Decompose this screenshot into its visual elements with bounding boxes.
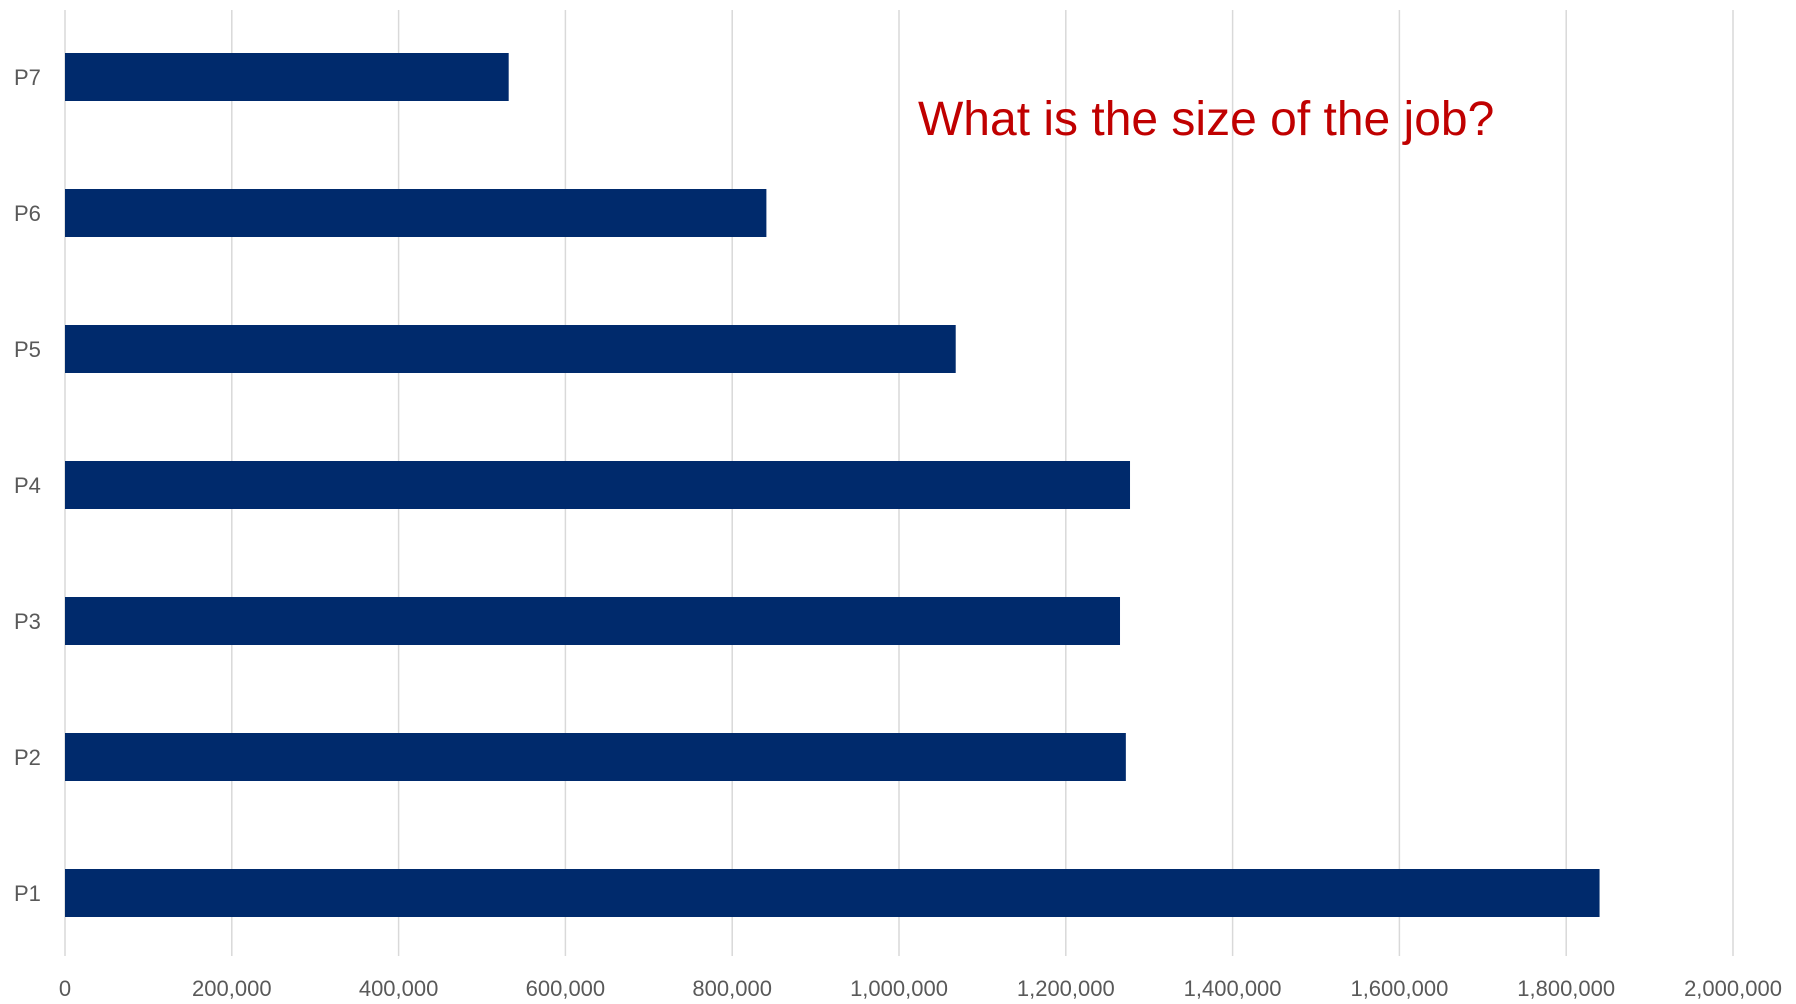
x-tick-labels: 0 200,000 400,000 600,000 800,000 1,000,000 1,…: [59, 976, 1782, 1001]
x-tick-label: 200,000: [192, 976, 272, 999]
bar-p3: [65, 597, 1121, 645]
bar-p4: [65, 461, 1131, 509]
category-label-p5: P5: [14, 337, 41, 362]
category-label-p6: P6: [14, 201, 41, 226]
bar-p1: [65, 869, 1600, 917]
x-tick-label: 600,000: [526, 976, 606, 999]
category-label-p4: P4: [14, 473, 41, 498]
bar-p5: [65, 325, 956, 373]
category-label-p7: P7: [14, 65, 41, 90]
bar-p2: [65, 733, 1126, 781]
category-label-p1: P1: [14, 881, 41, 906]
x-tick-label: 800,000: [692, 976, 772, 999]
category-label-p3: P3: [14, 609, 41, 634]
bar-p6: [65, 189, 767, 237]
chart-annotation: What is the size of the job?: [918, 93, 1494, 146]
x-tick-label: 2,000,000: [1684, 976, 1782, 999]
x-tick-label: 1,000,000: [850, 976, 948, 999]
x-tick-label: 400,000: [359, 976, 439, 999]
x-tick-label: 0: [59, 976, 71, 999]
category-label-p2: P2: [14, 745, 41, 770]
category-labels: P1 P2 P3 P4 P5 P6 P7: [14, 65, 41, 906]
x-tick-label: 1,800,000: [1517, 976, 1615, 999]
x-tick-label: 1,600,000: [1350, 976, 1448, 999]
bars: [65, 53, 1600, 917]
x-tick-label: 1,200,000: [1017, 976, 1115, 999]
bar-p7: [65, 53, 509, 101]
x-tick-label: 1,400,000: [1184, 976, 1282, 999]
